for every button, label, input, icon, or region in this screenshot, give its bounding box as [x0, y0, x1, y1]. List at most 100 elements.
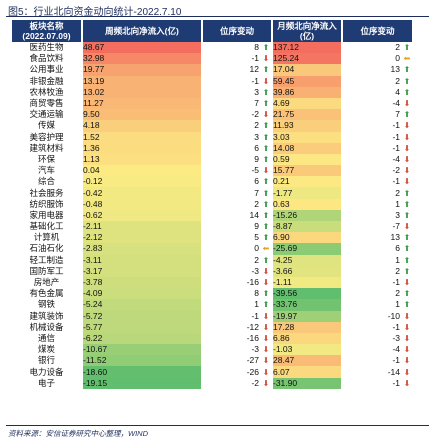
- monthly-rank-value: -1: [392, 120, 400, 131]
- arrow-down-icon: ⬇: [262, 378, 270, 388]
- table-row: 轻工制造 -3.11 2 ⬆ -4.25 1 ⬆: [12, 254, 412, 266]
- weekly-rank-cell: 2 ⬆: [202, 198, 273, 210]
- monthly-flow-value: 6.90: [273, 232, 290, 243]
- table-row: 美容护理 1.52 3 ⬆ 3.03 -1 ⬇: [12, 131, 412, 143]
- weekly-rank-cell: 8 ⬆: [202, 42, 273, 54]
- arrow-up-icon: ⬆: [403, 289, 411, 299]
- arrow-down-icon: ⬇: [403, 143, 411, 153]
- northbound-flow-table: 板块名称 (2022.07.09) 周频北向净流入(亿) 位序变动 月频北向净流…: [12, 20, 412, 389]
- monthly-flow-value: -1.11: [273, 277, 292, 288]
- header-sector-label: 板块名称: [29, 21, 64, 31]
- arrow-up-icon: ⬆: [403, 233, 411, 243]
- sector-cell: 美容护理: [12, 131, 83, 143]
- table-row: 建筑装饰 -5.72 -1 ⬇ -19.97 -10 ⬇: [12, 310, 412, 322]
- weekly-rank-cell: 2 ⬆: [202, 120, 273, 132]
- arrow-down-icon: ⬇: [403, 356, 411, 366]
- monthly-flow-value: -25.69: [273, 243, 298, 254]
- weekly-rank-cell: 7 ⬆: [202, 97, 273, 110]
- weekly-rank-cell: -16 ⬇: [202, 332, 273, 345]
- weekly-flow-value: 9.50: [83, 109, 100, 120]
- weekly-rank-cell: 1 ⬆: [202, 299, 273, 311]
- sector-value: 石油石化: [29, 243, 64, 254]
- weekly-flow-cell: -0.42: [82, 187, 203, 199]
- table-row: 非银金融 13.19 -1 ⬇ 59.45 2 ⬆: [12, 75, 412, 87]
- table-row: 传媒 4.18 2 ⬆ 11.93 -1 ⬇: [12, 120, 412, 132]
- weekly-flow-cell: -3.11: [82, 254, 203, 266]
- monthly-flow-cell: 28.47: [272, 355, 343, 367]
- monthly-rank-value: 2: [395, 265, 400, 276]
- monthly-flow-cell: -8.87: [272, 221, 343, 233]
- sector-value: 社会服务: [29, 187, 64, 198]
- arrow-up-icon: ⬆: [262, 300, 270, 310]
- monthly-rank-value: 1: [395, 254, 400, 265]
- table-row: 食品饮料 32.98 -1 ⬇ 125.24 0 ⬅: [12, 53, 412, 65]
- monthly-rank-value: 6: [395, 243, 400, 254]
- weekly-flow-cell: -5.24: [82, 299, 203, 311]
- weekly-rank-cell: 7 ⬆: [202, 187, 273, 199]
- weekly-flow-cell: 13.02: [82, 86, 203, 98]
- sector-cell: 计算机: [12, 232, 83, 244]
- weekly-rank-value: 3: [254, 131, 259, 142]
- table-row: 综合 -0.12 6 ⬆ 0.21 -1 ⬇: [12, 176, 412, 188]
- weekly-rank-cell: 3 ⬆: [202, 86, 273, 98]
- table-row: 银行 -11.52 -27 ⬇ 28.47 -1 ⬇: [12, 355, 412, 367]
- arrow-up-icon: ⬆: [262, 132, 270, 142]
- weekly-rank-cell: 8 ⬆: [202, 288, 273, 300]
- sector-cell: 纺织服饰: [12, 198, 83, 210]
- sector-value: 医药生物: [29, 42, 64, 53]
- weekly-flow-value: 1.52: [83, 131, 100, 142]
- weekly-rank-value: 14: [249, 209, 259, 220]
- monthly-flow-value: 125.24: [273, 53, 299, 64]
- table-row: 电力设备 -18.60 -26 ⬇ 6.07 -14 ⬇: [12, 366, 412, 378]
- monthly-flow-value: 17.28: [273, 321, 295, 332]
- weekly-rank-value: 5: [254, 232, 259, 243]
- weekly-flow-cell: -19.15: [82, 377, 203, 389]
- monthly-rank-cell: -1 ⬇: [342, 176, 412, 188]
- weekly-flow-value: -0.12: [83, 176, 103, 187]
- arrow-down-icon: ⬇: [262, 356, 270, 366]
- weekly-rank-value: -2: [251, 109, 259, 120]
- monthly-flow-cell: -33.76: [272, 299, 343, 311]
- monthly-flow-value: 21.75: [273, 109, 295, 120]
- arrow-up-icon: ⬆: [262, 99, 270, 109]
- weekly-flow-cell: -2.11: [82, 221, 203, 233]
- monthly-rank-cell: -4 ⬇: [342, 344, 412, 356]
- arrow-up-icon: ⬆: [262, 177, 270, 187]
- arrow-down-icon: ⬇: [403, 333, 411, 343]
- monthly-flow-cell: 14.08: [272, 142, 343, 154]
- weekly-rank-value: -2: [251, 377, 259, 388]
- arrow-down-icon: ⬇: [262, 266, 270, 276]
- arrow-down-icon: ⬇: [403, 121, 411, 131]
- sector-cell: 电力设备: [12, 366, 83, 378]
- weekly-rank-value: -1: [251, 75, 259, 86]
- arrow-up-icon: ⬆: [262, 188, 270, 198]
- monthly-flow-value: 6.86: [273, 332, 290, 343]
- weekly-rank-value: 8: [254, 42, 259, 53]
- weekly-rank-value: -3: [251, 344, 259, 355]
- weekly-flow-value: -4.09: [83, 288, 103, 299]
- monthly-rank-value: -3: [392, 332, 400, 343]
- arrow-up-icon: ⬆: [403, 266, 411, 276]
- arrow-down-icon: ⬇: [262, 278, 270, 288]
- arrow-up-icon: ⬆: [403, 188, 411, 198]
- monthly-rank-value: 13: [390, 232, 400, 243]
- monthly-rank-cell: 2 ⬆: [342, 75, 412, 87]
- sector-cell: 银行: [12, 355, 83, 367]
- weekly-flow-cell: 48.67: [82, 42, 203, 54]
- weekly-rank-value: 2: [254, 198, 259, 209]
- monthly-rank-cell: -10 ⬇: [342, 310, 412, 322]
- sector-cell: 公用事业: [12, 64, 83, 76]
- monthly-flow-cell: 125.24: [272, 53, 343, 65]
- figure-title: 图5：行业北向资金动向统计-2022.7.10: [8, 7, 182, 18]
- sector-cell: 环保: [12, 153, 83, 166]
- arrow-up-icon: ⬆: [403, 210, 411, 220]
- monthly-rank-value: -1: [392, 176, 400, 187]
- arrow-down-icon: ⬇: [403, 177, 411, 187]
- monthly-flow-value: -1.03: [273, 344, 293, 355]
- arrow-up-icon: ⬆: [403, 43, 411, 53]
- arrow-down-icon: ⬇: [403, 222, 411, 232]
- monthly-rank-cell: 13 ⬆: [342, 232, 412, 244]
- weekly-flow-value: 13.02: [83, 86, 105, 97]
- sector-cell: 建筑材料: [12, 142, 83, 154]
- weekly-flow-value: -3.78: [83, 277, 103, 288]
